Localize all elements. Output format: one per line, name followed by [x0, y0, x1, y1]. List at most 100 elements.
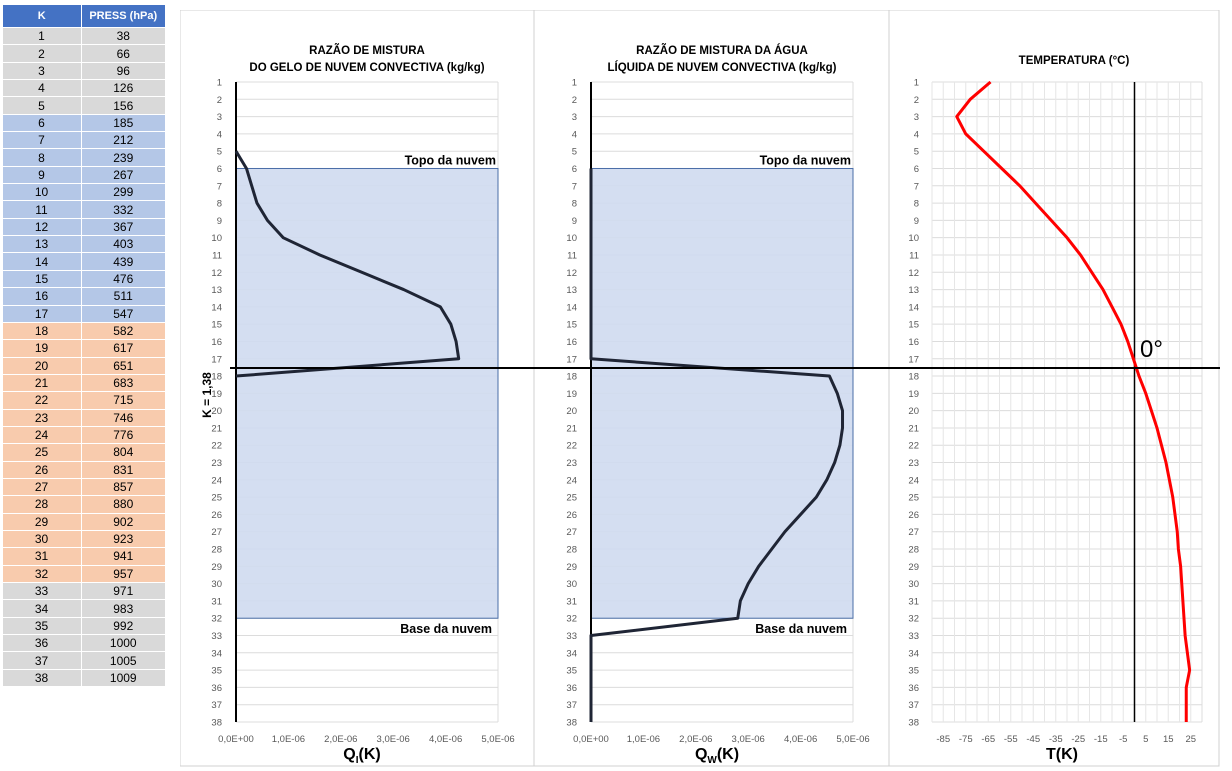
- x-tick-label: -55: [1004, 734, 1018, 745]
- temperature-profile-line: [955, 80, 1192, 722]
- x-axis-label-main: Q: [695, 746, 707, 763]
- x-tick-label: -75: [959, 734, 973, 745]
- y-tick-label: 30: [211, 579, 222, 590]
- y-tick-label: 5: [217, 147, 222, 158]
- cloud-top-label: Topo da nuvem: [760, 153, 851, 167]
- y-tick-label: 20: [908, 406, 919, 417]
- table-row: 6 185: [2, 113, 166, 132]
- y-tick-label: 32: [211, 614, 222, 625]
- y-tick-label: 6: [217, 164, 222, 175]
- y-tick-label: 22: [211, 441, 222, 452]
- cell-press: 983: [81, 599, 166, 618]
- x-axis-label-tail: (K): [717, 746, 739, 763]
- cell-press: 857: [81, 477, 166, 496]
- table-row: 21 683: [2, 373, 166, 392]
- cell-press: 831: [81, 460, 166, 479]
- cell-k: 24: [2, 425, 82, 444]
- cloud-band: [590, 167, 854, 619]
- cell-press: 617: [81, 339, 166, 358]
- table-row: 5 156: [2, 96, 166, 115]
- y-tick-label: 27: [566, 527, 577, 538]
- y-tick-label: 3: [914, 112, 919, 123]
- x-tick-label: 4,0E-06: [784, 734, 817, 745]
- y-tick-label: 23: [566, 458, 577, 469]
- y-tick-label: 12: [908, 268, 919, 279]
- liquid-profile-line: [589, 168, 845, 722]
- cell-k: 9: [2, 165, 82, 184]
- table-row: 4 126: [2, 79, 166, 97]
- table-row: 2 66: [2, 44, 166, 63]
- cell-press: 403: [81, 235, 166, 253]
- cell-press: 804: [81, 443, 166, 462]
- y-tick-label: 6: [914, 164, 919, 175]
- y-tick-label: 38: [566, 718, 577, 729]
- y-tick-label: 17: [566, 354, 577, 365]
- x-axis-label: QW(K): [695, 746, 739, 766]
- chart-title-line2: DO GELO DE NUVEM CONVECTIVA (kg/kg): [249, 62, 484, 74]
- y-tick-label: 36: [211, 683, 222, 694]
- cell-press: 1009: [81, 668, 166, 687]
- table-row: 32 957: [2, 564, 166, 583]
- cell-k: 11: [2, 200, 82, 219]
- x-tick-label: 5,0E-06: [481, 734, 514, 745]
- table-row: 1 38: [2, 26, 166, 45]
- table-row: 18 582: [2, 321, 166, 340]
- table-row: 19 617: [2, 339, 166, 358]
- y-tick-label: 15: [211, 320, 222, 331]
- x-axis-label-tail: (K): [1056, 746, 1078, 763]
- chart-title-line2: LÍQUIDA DE NUVEM CONVECTIVA (kg/kg): [608, 61, 837, 74]
- cell-press: 66: [81, 44, 166, 63]
- x-axis-label-sub: W: [707, 755, 717, 766]
- x-tick-label: 5: [1143, 734, 1148, 745]
- y-tick-label: 10: [211, 233, 222, 244]
- y-tick-label: 14: [566, 302, 577, 313]
- y-tick-label: 30: [908, 579, 919, 590]
- table-row: 17 547: [2, 304, 166, 323]
- temperature-chart: TEMPERATURA (°C) 12345678910111213141516…: [908, 55, 1203, 763]
- cell-k: 14: [2, 252, 82, 271]
- cell-k: 29: [2, 512, 82, 531]
- y-tick-label: 28: [908, 545, 919, 556]
- x-tick-label: -25: [1071, 734, 1085, 745]
- y-tick-label: 3: [572, 112, 577, 123]
- x-axis-label-tail: (K): [359, 746, 381, 763]
- y-tick-label: 20: [211, 406, 222, 417]
- y-tick-label: 35: [566, 666, 577, 677]
- y-tick-label: 26: [908, 510, 919, 521]
- cell-press: 126: [81, 79, 166, 97]
- y-tick-label: 10: [566, 233, 577, 244]
- chart-title-line1: RAZÃO DE MISTURA: [309, 44, 425, 57]
- cell-k: 23: [2, 408, 82, 427]
- cloud-band: [235, 167, 499, 619]
- cell-k: 20: [2, 356, 82, 375]
- cell-k: 28: [2, 495, 82, 514]
- y-tick-label: 10: [908, 233, 919, 244]
- y-tick-label: 19: [211, 389, 222, 400]
- y-tick-label: 11: [909, 250, 919, 261]
- y-tick-label: 19: [908, 389, 919, 400]
- y-tick-label: 3: [217, 112, 222, 123]
- cell-press: 332: [81, 200, 166, 219]
- table-row: 26 831: [2, 460, 166, 479]
- cloud-top-label: Topo da nuvem: [405, 153, 496, 167]
- cell-press: 185: [81, 113, 166, 132]
- y-tick-label: 23: [908, 458, 919, 469]
- y-tick-label: 2: [217, 95, 222, 106]
- y-tick-label: 33: [211, 631, 222, 642]
- y-tick-label: 14: [908, 302, 919, 313]
- cell-k: 4: [2, 79, 82, 97]
- table-row: 34 983: [2, 599, 166, 618]
- cell-k: 3: [2, 61, 82, 80]
- y-tick-label: 17: [908, 354, 919, 365]
- x-tick-label: 25: [1185, 734, 1196, 745]
- y-tick-label: 26: [211, 510, 222, 521]
- y-tick-label: 27: [211, 527, 222, 538]
- x-axis-label-sub: I: [356, 755, 359, 766]
- x-tick-label: -45: [1026, 734, 1040, 745]
- x-tick-label: 0,0E+00: [573, 734, 609, 745]
- y-tick-label: 22: [566, 441, 577, 452]
- y-tick-label: 31: [211, 596, 222, 607]
- liquid-water-mixing-ratio-chart: RAZÃO DE MISTURA DA ÁGUA LÍQUIDA DE NUVE…: [566, 44, 869, 766]
- table-row: 16 511: [2, 287, 166, 305]
- cell-k: 34: [2, 599, 82, 618]
